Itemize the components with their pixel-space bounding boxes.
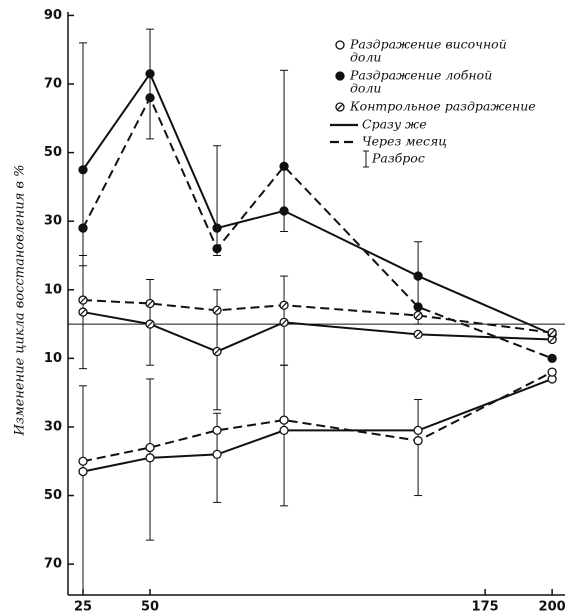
legend-label: Контрольное раздражение	[349, 99, 536, 114]
marker	[78, 165, 88, 175]
marker	[279, 415, 289, 425]
series-line	[82, 371, 553, 463]
marker	[279, 425, 289, 436]
marker	[413, 425, 423, 436]
y-tick-label: 70	[44, 77, 62, 92]
legend-label: Через месяц	[362, 134, 447, 149]
marker	[413, 436, 423, 446]
marker	[145, 442, 155, 453]
marker	[78, 223, 88, 233]
marker-cross	[414, 312, 422, 319]
marker-cross	[79, 308, 87, 316]
marker-cross	[213, 307, 221, 314]
marker-cross	[280, 319, 288, 326]
y-tick-label: 10	[44, 351, 62, 366]
marker-cross	[548, 329, 556, 336]
series-line	[82, 95, 553, 360]
marker	[145, 69, 155, 79]
series-line	[82, 71, 553, 336]
y-tick-label: 50	[44, 145, 62, 160]
marker	[212, 223, 222, 233]
legend-label: Сразу же	[362, 117, 427, 132]
marker	[145, 93, 155, 103]
marker-cross	[280, 301, 288, 309]
series-line	[82, 311, 553, 353]
marker-cross	[336, 103, 344, 111]
marker	[279, 206, 289, 216]
legend-label: Раздражение височной	[349, 37, 507, 52]
y-tick-label: 50	[44, 488, 62, 503]
x-tick-label: 50	[141, 600, 159, 615]
legend-label: Раздражение лобной	[349, 68, 492, 83]
y-tick-label: 90	[44, 8, 62, 23]
marker	[78, 456, 88, 466]
marker-cross	[79, 296, 87, 304]
y-tick-label: 10	[44, 282, 62, 297]
marker-cross	[414, 331, 422, 338]
marker	[335, 40, 345, 50]
marker	[212, 243, 222, 254]
x-tick-label: 175	[472, 600, 499, 615]
series-line	[82, 378, 553, 473]
series-line	[82, 299, 553, 334]
marker	[547, 367, 557, 377]
marker	[145, 453, 155, 463]
marker	[413, 302, 423, 312]
marker	[279, 161, 289, 171]
marker-cross	[146, 320, 154, 328]
y-tick-label: 70	[44, 557, 62, 572]
x-tick-label: 200	[539, 600, 566, 615]
y-tick-label: 30	[44, 214, 62, 229]
y-axis-label: Изменение цикла восстановления в %	[13, 165, 28, 437]
marker	[78, 466, 88, 477]
marker	[335, 71, 345, 81]
y-tick-label: 30	[44, 419, 62, 434]
legend-bg	[330, 32, 562, 182]
marker	[413, 271, 423, 281]
marker-cross	[548, 336, 556, 343]
marker	[547, 353, 557, 364]
marker	[212, 449, 222, 460]
x-tick-label: 25	[74, 600, 92, 615]
marker-cross	[213, 348, 221, 355]
legend-label: доли	[350, 50, 381, 65]
legend-label: Разброс	[371, 151, 425, 166]
marker-cross	[146, 300, 154, 307]
marker	[212, 425, 222, 436]
legend-label: доли	[350, 81, 381, 96]
